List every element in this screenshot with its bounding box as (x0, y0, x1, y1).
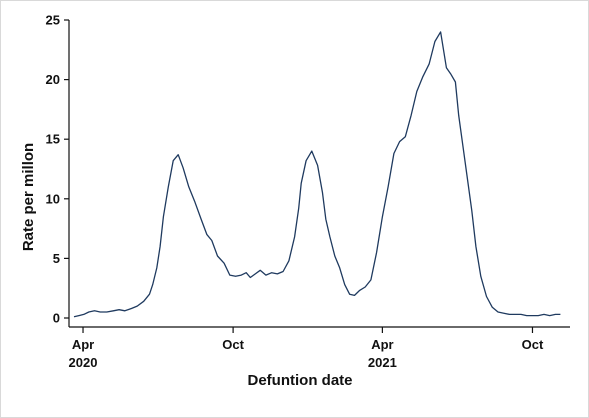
x-tick-year-label: 2020 (69, 355, 98, 370)
y-tick-label: 0 (53, 311, 60, 326)
x-tick-label: Apr (371, 337, 393, 352)
y-axis-title: Rate per millon (20, 143, 37, 251)
y-tick-label: 25 (46, 13, 60, 28)
y-tick-label: 5 (53, 251, 60, 266)
x-tick-label: Oct (522, 337, 544, 352)
x-ticks: Apr 2020 Oct Apr 2021 Oct (69, 327, 544, 370)
x-axis-title: Defuntion date (248, 372, 353, 389)
y-ticks: 0 5 10 15 20 25 (46, 13, 69, 326)
series-line (73, 31, 561, 318)
y-tick-label: 15 (46, 132, 60, 147)
y-tick-label: 10 (46, 191, 60, 206)
x-tick-label: Apr (72, 337, 94, 352)
x-tick-label: Oct (222, 337, 244, 352)
axes (68, 20, 570, 328)
x-tick-year-label: 2021 (368, 355, 397, 370)
y-tick-label: 20 (46, 72, 60, 87)
